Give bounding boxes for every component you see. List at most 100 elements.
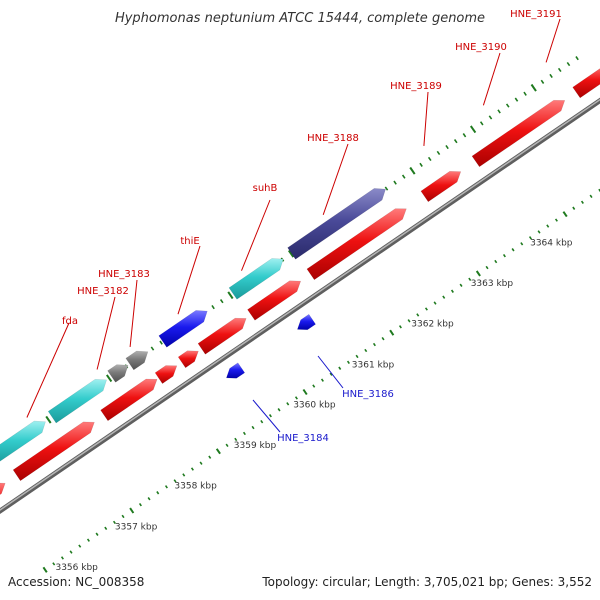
cds-red — [100, 378, 158, 422]
upper-scale-tick — [409, 166, 416, 175]
cds-red — [420, 171, 462, 203]
lower-scale-tick — [147, 497, 151, 501]
upper-scale-tick — [523, 91, 527, 96]
upper-scale-tick — [549, 73, 553, 79]
cds-red — [177, 350, 199, 369]
lower-scale-tick — [138, 502, 142, 507]
gene-label-top: HNE_3191 — [510, 9, 562, 20]
gene-purple — [287, 188, 386, 260]
lower-scale-tick — [156, 491, 160, 495]
lower-scale-tick — [302, 388, 308, 396]
gene-label-top: thiE — [180, 236, 199, 247]
upper-scale-tick — [227, 291, 234, 300]
lower-scale-tick — [78, 544, 82, 548]
lower-scale-tick — [433, 301, 437, 305]
gene-blue-lower — [297, 313, 316, 331]
cds-red — [154, 365, 178, 384]
gene-label-top: HNE_3188 — [307, 133, 359, 144]
lower-scale-tick — [260, 419, 264, 424]
lower-scale-tick — [42, 566, 48, 573]
lower-scale-tick — [182, 473, 186, 477]
gene-label-top: fda — [62, 316, 78, 327]
upper-scale-tick — [445, 144, 449, 150]
upper-scale-tick — [479, 121, 484, 126]
upper-scale-tick — [401, 174, 406, 179]
lower-scale-tick — [511, 248, 515, 252]
label-leader-line — [322, 143, 349, 215]
upper-scale-tick — [384, 186, 389, 191]
lower-scale-tick — [346, 360, 350, 365]
lower-scale-tick — [546, 224, 550, 228]
genome-backbone-highlight — [0, 98, 600, 511]
upper-scale-tick — [436, 150, 441, 156]
upper-scale-tick — [150, 346, 155, 351]
lower-scale-tick — [381, 336, 385, 341]
lower-scale-tick — [242, 431, 246, 436]
kbp-label: 3358 kbp — [174, 482, 217, 492]
upper-scale-tick — [419, 162, 423, 167]
lower-scale-tick — [277, 408, 281, 412]
gene-gray — [107, 364, 129, 383]
lower-scale-tick — [398, 325, 402, 329]
gene-cyan — [228, 258, 284, 300]
cds-red — [247, 280, 302, 321]
lower-scale-tick — [190, 467, 194, 471]
gene-blue-lower — [226, 362, 246, 379]
gene-label-bottom: HNE_3186 — [342, 389, 394, 400]
kbp-label: 3364 kbp — [530, 238, 573, 248]
upper-scale-tick — [453, 139, 458, 144]
upper-scale-tick — [393, 180, 397, 185]
kbp-label: 3361 kbp — [352, 360, 395, 370]
label-leader-line — [241, 199, 271, 271]
upper-scale-tick — [488, 115, 493, 120]
lower-scale-tick — [485, 265, 489, 270]
upper-scale-tick — [462, 133, 467, 138]
upper-scale-tick — [219, 299, 224, 304]
lower-scale-tick — [268, 414, 272, 418]
lower-scale-tick — [562, 211, 568, 218]
map-title: Hyphomonas neptunium ATCC 15444, complet… — [115, 11, 485, 26]
lower-scale-tick — [494, 259, 498, 264]
lower-scale-tick — [234, 437, 238, 442]
lower-scale-tick — [199, 461, 203, 465]
upper-scale-tick — [211, 304, 215, 310]
feature-labels: 3356 kbp 3357 kbp 3358 kbp 3359 kbp 3360 kbp… — [26, 9, 573, 573]
lower-scale-tick — [320, 378, 324, 382]
lower-scale-tick — [450, 289, 454, 293]
lower-scale-tick — [129, 507, 135, 514]
gene-label-top: HNE_3189 — [390, 81, 442, 92]
kbp-label: 3356 kbp — [55, 563, 98, 573]
upper-scale-tick — [575, 56, 579, 61]
gene-cyan — [0, 420, 46, 462]
cds-red — [572, 68, 600, 99]
lower-scale-tick — [554, 218, 558, 222]
upper-scale-tick — [566, 61, 571, 67]
lower-scale-tick — [294, 396, 298, 400]
cds-red — [12, 421, 95, 482]
cds-red — [471, 99, 566, 168]
upper-scale-tick — [469, 125, 477, 134]
lower-scale-tick — [589, 194, 593, 199]
lower-scale-tick — [312, 384, 316, 388]
kbp-label: 3360 kbp — [293, 400, 336, 410]
upper-scale-tick — [497, 109, 501, 114]
lower-scale-tick — [112, 520, 116, 525]
upper-scale-tick — [45, 415, 52, 424]
lower-scale-tick — [459, 283, 463, 287]
lower-scale-tick — [389, 329, 395, 336]
lower-scale-tick — [520, 242, 524, 246]
cds-red — [0, 482, 6, 495]
gene-label-top: HNE_3182 — [77, 286, 129, 297]
lower-scale-tick — [372, 342, 376, 347]
kbp-label: 3359 kbp — [234, 441, 277, 451]
lower-scale-tick — [355, 354, 359, 359]
label-leader-line — [96, 296, 116, 370]
lower-scale-tick — [364, 348, 368, 353]
upper-scale-tick — [557, 67, 562, 73]
upper-scale-tick — [427, 156, 432, 162]
lower-scale-tick — [215, 448, 221, 455]
gene-label-bottom: HNE_3184 — [277, 433, 329, 444]
lower-scale-tick — [442, 295, 446, 299]
label-leader-line — [545, 18, 561, 63]
upper-scale-tick — [514, 97, 519, 102]
